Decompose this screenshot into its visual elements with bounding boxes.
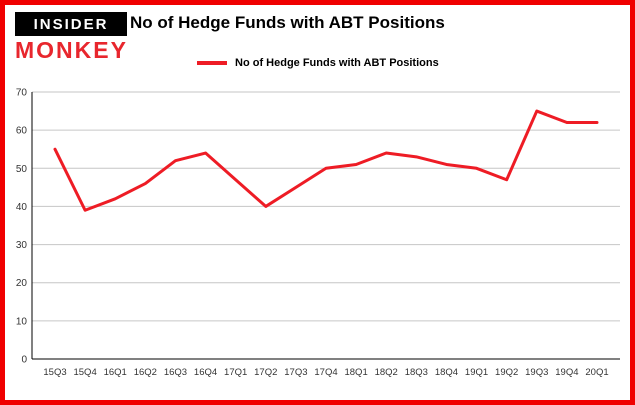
x-tick-label: 19Q3 [525, 367, 548, 378]
y-tick-label: 30 [16, 240, 28, 251]
x-tick-label: 15Q4 [73, 367, 96, 378]
x-tick-label: 16Q1 [104, 367, 127, 378]
legend: No of Hedge Funds with ABT Positions [197, 57, 439, 69]
x-tick-label: 17Q2 [254, 367, 277, 378]
x-tick-label: 19Q4 [555, 367, 578, 378]
x-tick-label: 17Q4 [314, 367, 337, 378]
x-tick-label: 17Q3 [284, 367, 307, 378]
y-tick-label: 40 [16, 202, 28, 213]
x-tick-label: 18Q4 [435, 367, 458, 378]
y-tick-label: 0 [21, 355, 27, 366]
legend-label: No of Hedge Funds with ABT Positions [235, 57, 439, 69]
x-tick-label: 15Q3 [43, 367, 66, 378]
logo-monkey-text: MONKEY [15, 37, 128, 63]
insider-monkey-logo: INSIDER MONKEY [15, 12, 127, 62]
x-tick-label: 17Q1 [224, 367, 247, 378]
x-tick-label: 18Q1 [344, 367, 367, 378]
x-tick-label: 16Q2 [134, 367, 157, 378]
y-tick-label: 60 [16, 126, 28, 137]
x-tick-label: 19Q2 [495, 367, 518, 378]
x-tick-label: 19Q1 [465, 367, 488, 378]
y-tick-label: 20 [16, 278, 28, 289]
x-tick-label: 20Q1 [585, 367, 608, 378]
logo-insider-text: INSIDER [15, 12, 127, 36]
chart-title: No of Hedge Funds with ABT Positions [130, 13, 445, 32]
x-tick-label: 16Q3 [164, 367, 187, 378]
y-tick-label: 70 [16, 88, 28, 99]
line-chart-svg: 0 10 20 30 40 50 60 70 15Q3 15Q4 16Q1 16Q2 16Q3 16Q4 1… [16, 88, 620, 378]
chart-area: 0 10 20 30 40 50 60 70 15Q3 15Q4 16Q1 16Q2 16Q3 16Q4 1… [8, 85, 628, 385]
data-line-series [53, 109, 599, 212]
x-tick-label: 16Q4 [194, 367, 217, 378]
x-tick-label: 18Q3 [405, 367, 428, 378]
x-tick-label: 18Q2 [375, 367, 398, 378]
legend-line-swatch [197, 61, 227, 65]
y-tick-label: 50 [16, 164, 28, 175]
y-tick-label: 10 [16, 316, 28, 327]
